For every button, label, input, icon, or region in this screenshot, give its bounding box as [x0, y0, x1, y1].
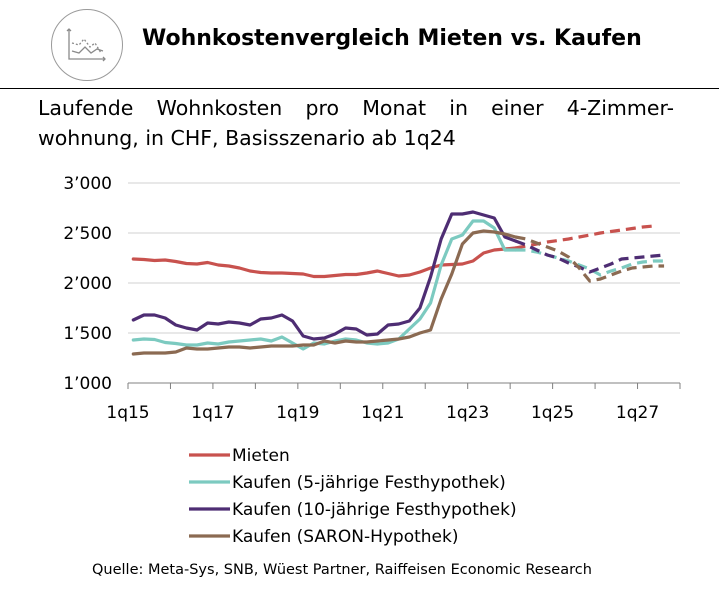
series-line-4-history	[131, 229, 518, 356]
axes	[127, 382, 681, 389]
series-line-3-history	[131, 210, 518, 341]
series-line-2-forecast	[515, 248, 665, 277]
x-tick-label-1q21: 1q21	[361, 403, 404, 423]
y-tick-label-1500: 1’500	[63, 324, 112, 344]
y-tick-label-1000: 1’000	[63, 374, 112, 394]
page-title: Wohnkostenvergleich Mieten vs. Kaufen	[142, 26, 642, 51]
source-note: Quelle: Meta-Sys, SNB, Wüest Partner, Ra…	[92, 562, 592, 578]
x-tick-label-1q17: 1q17	[191, 403, 234, 423]
legend-label-2: Kaufen (5-jährige Festhypothek)	[232, 473, 506, 493]
grid-lines	[128, 182, 680, 334]
x-tick-label-1q25: 1q25	[531, 403, 574, 423]
x-tick-label-1q23: 1q23	[446, 403, 489, 423]
series-line-1-forecast	[515, 224, 654, 250]
chart-logo-circle	[51, 9, 123, 81]
legend-label-1: Mieten	[232, 446, 290, 466]
title-divider	[0, 88, 719, 89]
y-tick-label-2500: 2’500	[63, 224, 112, 244]
x-tick-labels: 1q15 1q17 1q19 1q21 1q23 1q25 1q27	[106, 403, 659, 423]
series-line-4-forecast	[515, 235, 665, 283]
chart-subtitle: Laufende Wohnkosten pro Monat in einer 4…	[38, 96, 674, 150]
legend: Mieten Kaufen (5-jährige Festhypothek) Kau…	[189, 446, 517, 547]
series-line-2-history	[131, 219, 518, 351]
line-chart-icon	[66, 27, 106, 61]
x-tick-label-1q19: 1q19	[276, 403, 319, 423]
x-tick-label-1q27: 1q27	[616, 403, 659, 423]
series-line-1-history	[131, 246, 518, 279]
legend-label-4: Kaufen (SARON-Hypothek)	[232, 527, 459, 547]
y-tick-label-3000: 3’000	[63, 174, 112, 194]
y-tick-labels: 1’000 1’500 2’000 2’500 3’000	[63, 174, 112, 394]
x-tick-label-1q15: 1q15	[106, 403, 149, 423]
legend-label-3: Kaufen (10-jährige Festhypothek)	[232, 500, 517, 520]
series-lines	[131, 210, 665, 356]
y-tick-label-2000: 2’000	[63, 274, 112, 294]
series-line-3-forecast	[514, 239, 665, 274]
